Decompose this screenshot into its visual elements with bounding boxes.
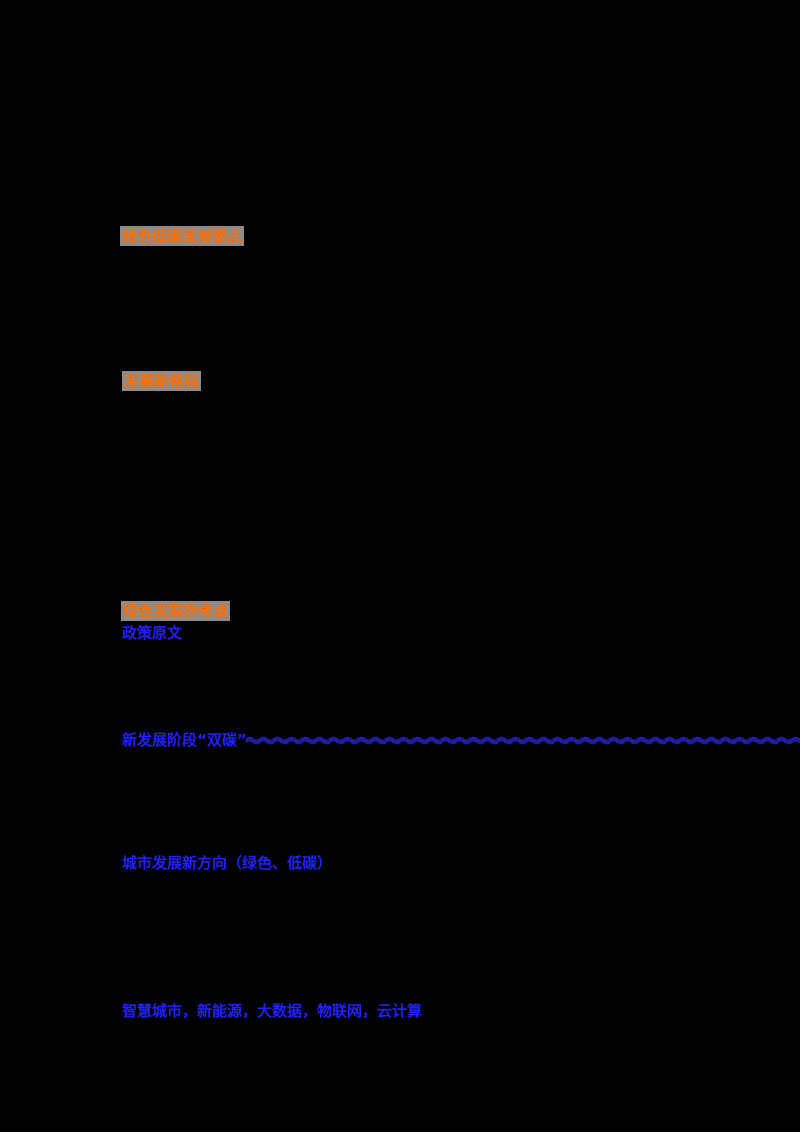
blue-term-parenthetical: 城市发展新方向（绿色、低碳）: [122, 854, 333, 872]
blue-term-quoted: 新发展阶段“双碳”: [122, 731, 247, 749]
highlighted-heading-2: 发展新格局: [122, 371, 202, 391]
blue-term-1: 政策原文: [122, 624, 183, 642]
wavy-underline: [246, 736, 800, 745]
highlighted-heading-1: 绿色低碳发展要点: [120, 226, 245, 246]
highlighted-heading-3: 绿色发展新考点: [121, 601, 231, 621]
blue-keywords-line: 智慧城市，新能源，大数据，物联网，云计算: [122, 1002, 423, 1020]
